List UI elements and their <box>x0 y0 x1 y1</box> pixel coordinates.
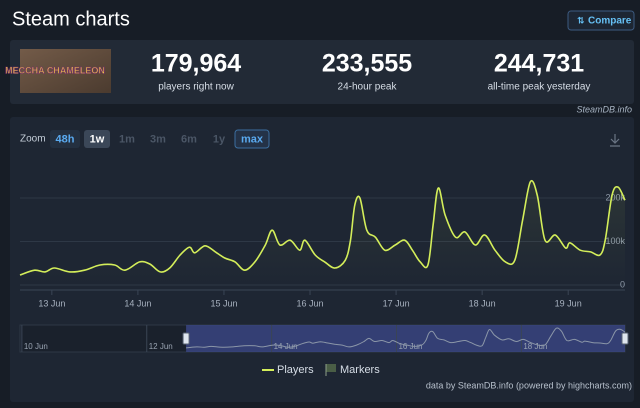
x-tick-label: 18 Jun <box>469 298 496 308</box>
zoom-button[interactable]: 6m <box>181 133 197 145</box>
compare-button[interactable] <box>567 10 635 31</box>
navigator-handle[interactable] <box>182 332 190 345</box>
zoom-label: Zoom <box>20 134 46 145</box>
x-tick-label: 16 Jun <box>297 298 324 308</box>
x-tick-label: 15 Jun <box>210 298 237 308</box>
legend-label[interactable]: Players <box>277 364 314 376</box>
stats-panel <box>10 40 634 104</box>
series-line <box>19 179 626 276</box>
navigator-line <box>186 327 626 349</box>
legend-marker-icon[interactable] <box>326 364 336 372</box>
compare-label[interactable]: Compare <box>588 16 632 27</box>
stat-label: players right now <box>158 82 234 93</box>
zoom-button[interactable]: 48h <box>56 133 75 145</box>
credits[interactable]: data by SteamDB.info (powered by highcha… <box>426 380 632 390</box>
zoom-button[interactable]: 1y <box>213 133 226 145</box>
x-tick-label: 14 Jun <box>124 298 151 308</box>
stat-label: all-time peak yesterday <box>488 82 591 93</box>
zoom-button-bg[interactable] <box>234 129 270 149</box>
game-logo-text: MECCHA CHAMELEON <box>5 65 105 75</box>
navigator-tick-label: 10 Jun <box>24 342 48 351</box>
legend-label[interactable]: Markers <box>340 364 380 376</box>
stat-value: 233,555 <box>322 50 412 78</box>
game-image-texture <box>20 49 111 93</box>
zoom-button[interactable]: max <box>241 133 264 145</box>
zoom-button[interactable]: 3m <box>150 133 166 145</box>
zoom-button-bg[interactable] <box>50 130 80 148</box>
series-area <box>20 180 625 285</box>
zoom-button[interactable]: 1m <box>119 133 135 145</box>
zoom-button-bg[interactable] <box>84 130 110 148</box>
stat-value: 244,731 <box>494 50 584 78</box>
page-title: Steam charts <box>12 8 130 30</box>
navigator-selection[interactable] <box>186 325 625 352</box>
navigator-tick-label: 16 Jun <box>398 342 422 351</box>
stat-label: 24-hour peak <box>338 82 398 93</box>
download-icon[interactable] <box>610 134 620 147</box>
compare-icon: ⇅ <box>577 15 585 25</box>
stat-value: 179,964 <box>151 50 241 78</box>
zoom-button[interactable]: 1w <box>90 133 105 145</box>
navigator-tick-label: 18 Jun <box>523 342 547 351</box>
navigator-tick-label: 12 Jun <box>149 342 173 351</box>
navigator-handle[interactable] <box>621 332 629 345</box>
source-label: SteamDB.info <box>576 104 632 114</box>
x-tick-label: 13 Jun <box>38 298 65 308</box>
x-tick-label: 17 Jun <box>383 298 410 308</box>
x-tick-label: 19 Jun <box>555 298 582 308</box>
